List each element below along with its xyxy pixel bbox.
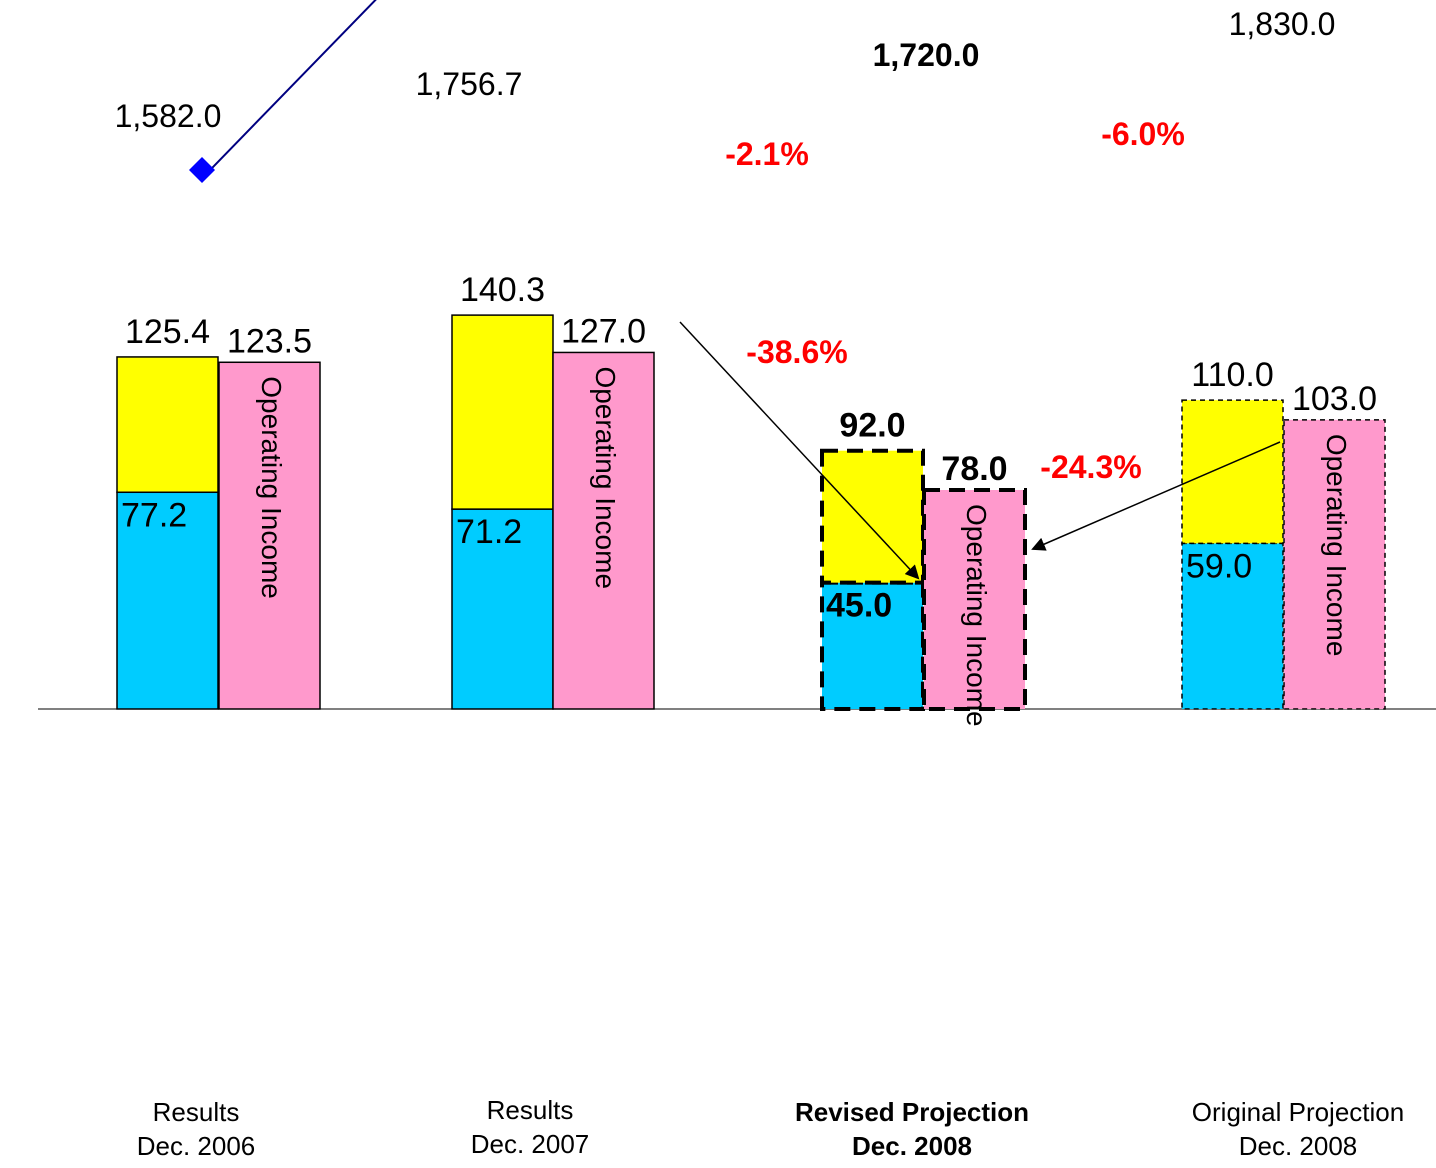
stacked-bar-bottom-label: 59.0: [1186, 547, 1252, 585]
percent-change-annotation: -2.1%: [725, 136, 809, 172]
category-label: Original Projection Dec. 2008: [1148, 1095, 1436, 1163]
category-label: Results Dec. 2007: [380, 1093, 680, 1161]
stacked-bar-top-segment: [1181, 399, 1284, 545]
operating-income-value-label: 78.0: [941, 450, 1007, 488]
category-label-line1: Results: [486, 1095, 574, 1125]
operating-income-bar-text: Operating Income: [256, 376, 287, 599]
series-diamond-marker: [189, 157, 215, 184]
category-label-line2: Dec. 2008: [1238, 1131, 1358, 1161]
operating-income-bar-text: Operating Income: [961, 504, 992, 727]
stacked-bar-bottom-segment: [116, 491, 219, 710]
series-value-label: 1,756.7: [416, 66, 523, 102]
series-value-label: 1,582.0: [115, 98, 222, 134]
stacked-bar-bottom-label: 77.2: [121, 496, 187, 534]
operating-income-bar: [552, 351, 655, 710]
category-label-line1: Results: [152, 1097, 240, 1127]
category-label-line2: Dec. 2008: [852, 1131, 972, 1161]
category-label-line2: Dec. 2007: [470, 1129, 590, 1159]
stacked-bar-bottom-label: 71.2: [456, 513, 522, 551]
operating-income-bar-text: Operating Income: [590, 366, 621, 589]
stacked-bar-top-segment: [116, 356, 219, 494]
operating-income-bar: [218, 361, 321, 710]
percent-change-annotation: -24.3%: [1040, 449, 1141, 485]
bar-change-arrow: [1031, 441, 1281, 551]
series-value-label: 1,830.0: [1229, 6, 1336, 42]
stacked-bar-bottom-segment: [1181, 542, 1284, 710]
stacked-bar-total-label: 140.3: [460, 271, 545, 309]
series-value-label: 1,720.0: [873, 37, 980, 73]
stacked-bar-total-label: 125.4: [125, 313, 210, 351]
stacked-bar-total-label: 110.0: [1191, 356, 1274, 394]
operating-income-bar: [922, 488, 1027, 712]
operating-income-bar-text: Operating Income: [1321, 434, 1352, 657]
category-label-line1: Revised Projection: [794, 1097, 1030, 1127]
operating-income-bar: [1283, 419, 1386, 710]
stacked-bar-total-label: 92.0: [839, 407, 905, 445]
category-label-line1: Original Projection: [1191, 1097, 1405, 1127]
stacked-bar-top-segment: [451, 314, 554, 510]
series-connector-line: [211, 0, 377, 169]
category-label: Revised Projection Dec. 2008: [762, 1095, 1062, 1163]
percent-change-annotation: -38.6%: [746, 334, 847, 370]
percent-change-annotation: -6.0%: [1101, 116, 1185, 152]
operating-income-value-label: 127.0: [561, 312, 646, 350]
stacked-bar-bottom-label: 45.0: [826, 587, 892, 625]
operating-income-value-label: 123.5: [227, 322, 312, 360]
category-label-line2: Dec. 2006: [136, 1131, 256, 1161]
operating-income-value-label: 103.0: [1292, 380, 1377, 418]
bar-change-arrow: [679, 321, 920, 580]
stacked-bar-top-segment: [820, 448, 925, 585]
category-label: Results Dec. 2006: [46, 1095, 346, 1163]
